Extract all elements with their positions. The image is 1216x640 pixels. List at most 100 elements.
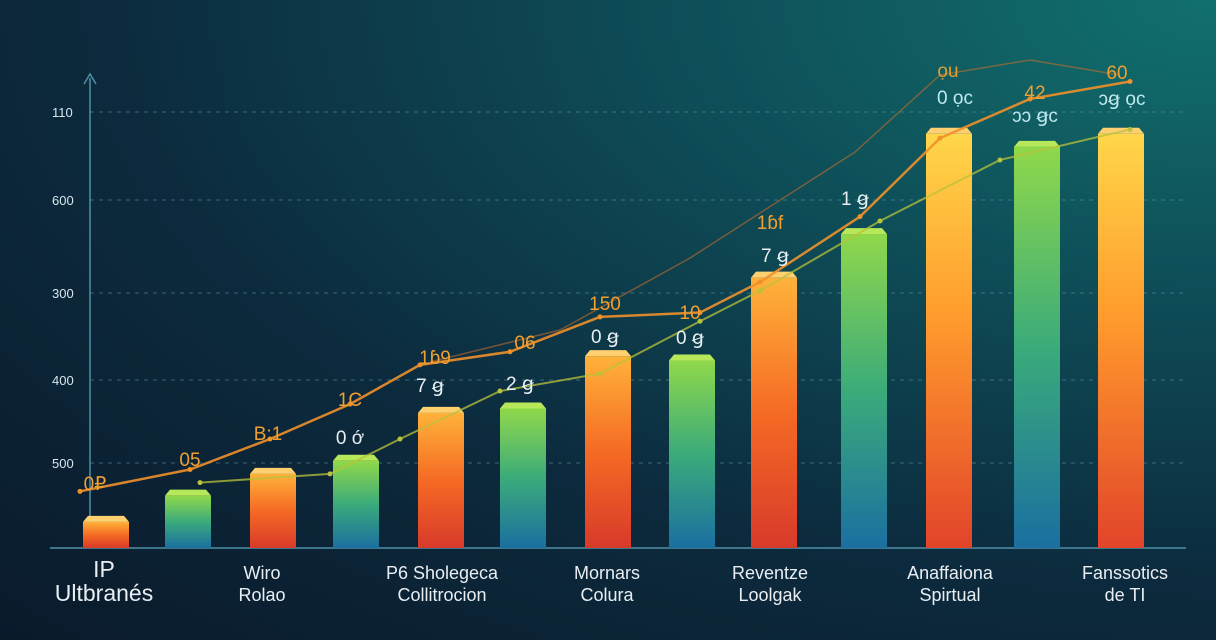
series-point: [417, 362, 423, 368]
bar-body: [418, 412, 464, 548]
y-tick-label: 300: [52, 286, 74, 301]
series-point: [997, 157, 1003, 163]
x-tick-label: Wiro: [244, 563, 281, 583]
data-label: ɔꞡ ọc: [1099, 89, 1146, 110]
bar-body: [1014, 146, 1060, 548]
data-label: 0₽: [84, 474, 107, 495]
bar-body: [500, 408, 546, 548]
data-label: 0 ọc: [937, 88, 973, 109]
data-label: 06: [514, 333, 535, 354]
bar: [83, 515, 129, 548]
data-label: 1ɓ9: [419, 348, 451, 369]
bar-top: [83, 515, 129, 522]
series-point: [497, 388, 503, 394]
series-point: [1127, 78, 1133, 84]
bar: [751, 271, 797, 548]
bar-body: [926, 133, 972, 549]
bar-body: [751, 277, 797, 548]
series-point: [697, 310, 703, 316]
x-tick-label: Reventze: [732, 563, 808, 583]
bar: [841, 228, 887, 548]
bar-body: [669, 360, 715, 548]
x-tick-label: Loolgak: [738, 585, 802, 605]
series-point: [697, 318, 703, 324]
y-tick-label: 600: [52, 193, 74, 208]
y-tick-label: 110: [52, 105, 73, 120]
series-point: [347, 401, 353, 407]
data-label: B:1: [254, 424, 283, 445]
x-tick-label: Ultbranés: [55, 580, 153, 606]
data-label: ɔɔ ꞡc: [1012, 106, 1058, 127]
bar-body: [250, 473, 296, 548]
data-label: 1C: [338, 390, 362, 411]
data-label: 1ɓf: [757, 213, 784, 234]
bar-top: [669, 354, 715, 361]
data-label: 05: [179, 450, 200, 471]
x-tick-label: IP: [93, 556, 115, 582]
faint-trend-line: [429, 59, 1121, 363]
data-label: 0 ớ: [336, 428, 364, 449]
series-point: [397, 436, 403, 442]
series-point: [267, 436, 273, 442]
series-line: [199, 128, 1131, 484]
bar: [1014, 140, 1060, 548]
bar: [926, 127, 972, 549]
bar-top: [250, 467, 296, 474]
bar: [165, 489, 211, 548]
y-tick-label: 400: [52, 373, 74, 388]
series-point: [597, 371, 603, 377]
x-tick-label: de TI: [1105, 585, 1146, 605]
x-tick-label: Colura: [580, 585, 634, 605]
bar: [333, 454, 379, 548]
bar-body: [1098, 133, 1144, 549]
bar-top: [1014, 140, 1060, 147]
data-label: 0 ꞡ: [676, 328, 705, 349]
x-tick-label: Spirtual: [919, 585, 980, 605]
series-point: [857, 214, 863, 220]
series-point: [757, 288, 763, 294]
data-label: 7 ꞡ: [416, 376, 445, 397]
series-point: [77, 488, 83, 494]
data-label: 7 ꞡ: [761, 246, 790, 267]
series-point: [507, 349, 513, 355]
bar-top: [585, 350, 631, 357]
series-point: [877, 218, 883, 224]
bar-body: [83, 521, 129, 548]
bar: [669, 354, 715, 548]
x-tick-label: Anaffaiona: [907, 563, 994, 583]
bar-body: [333, 460, 379, 548]
data-label: 2 ꞡ: [506, 374, 535, 395]
series-point: [1127, 126, 1133, 132]
series-point: [1027, 96, 1033, 102]
data-label: 10: [679, 303, 700, 324]
series-point: [187, 467, 193, 473]
bar: [418, 406, 464, 548]
y-axis-arrow-icon: [83, 72, 97, 85]
y-tick-label: 500: [52, 456, 74, 471]
bar: [1098, 127, 1144, 549]
x-tick-label: Rolao: [238, 585, 285, 605]
x-tick-label: Collitrocion: [397, 585, 486, 605]
data-label: 60: [1106, 63, 1127, 84]
bar-body: [165, 495, 211, 548]
series-point: [937, 135, 943, 141]
data-label: 150: [589, 294, 621, 315]
bar-top: [500, 402, 546, 409]
series-point: [597, 314, 603, 320]
x-tick-label: Mornars: [574, 563, 640, 583]
data-label: ọu: [937, 61, 958, 82]
data-label: 42: [1024, 83, 1045, 104]
bar-body: [841, 234, 887, 548]
bar: [500, 402, 546, 548]
series-point: [197, 480, 203, 486]
data-label: 0 ꞡ: [591, 327, 620, 348]
bar: [585, 350, 631, 548]
x-tick-label: P6 Sholegeca: [386, 563, 499, 583]
series-point: [757, 279, 763, 285]
x-tick-label: Fanssotics: [1082, 563, 1168, 583]
series-point: [327, 471, 333, 477]
bar-body: [585, 356, 631, 548]
bar-top: [418, 406, 464, 413]
